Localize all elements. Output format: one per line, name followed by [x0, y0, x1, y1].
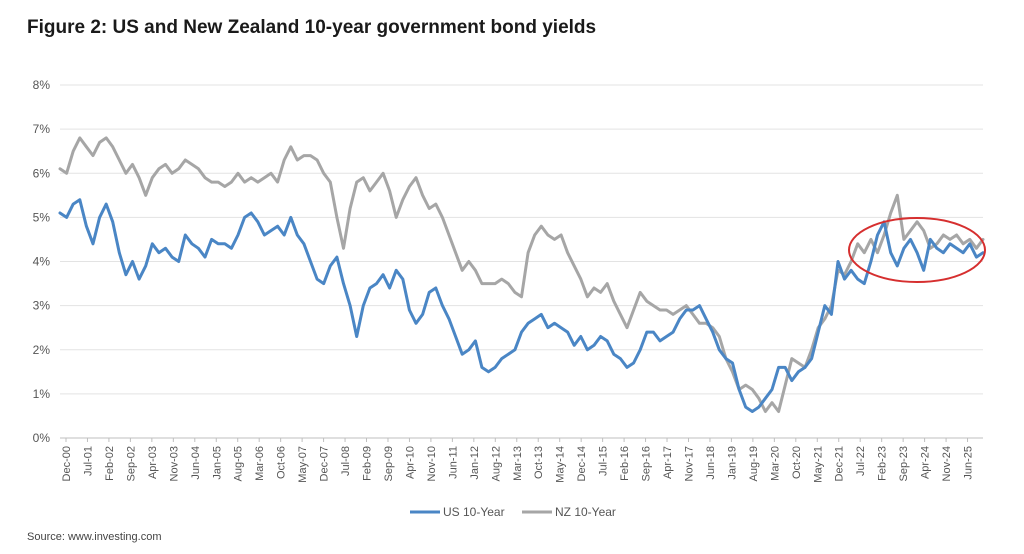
- x-tick-label: Dec-07: [319, 446, 331, 481]
- x-tick-label: Sep-23: [898, 446, 910, 481]
- x-tick-label: Feb-09: [362, 446, 374, 481]
- x-tick-label: Jan-19: [726, 446, 738, 480]
- x-tick-label: Mar-06: [254, 446, 266, 481]
- x-tick-label: Nov-17: [683, 446, 695, 481]
- series-line-us-10-year: [58, 198, 985, 413]
- x-tick-label: Jun-11: [447, 446, 459, 479]
- y-tick-label: 4%: [33, 255, 51, 269]
- x-tick-label: Dec-14: [576, 446, 588, 481]
- x-tick-label: Dec-00: [61, 446, 73, 481]
- x-tick-label: Jul-01: [82, 446, 94, 476]
- series-line-nz-10-year: [58, 136, 985, 413]
- y-axis: 0% 1% 2% 3% 4% 5% 6% 7% 8%: [33, 78, 51, 445]
- x-tick-label: Nov-24: [941, 446, 953, 481]
- x-tick-label: Mar-20: [769, 446, 781, 481]
- x-tick-label: Aug-05: [233, 446, 245, 481]
- x-tick-label: May-14: [555, 446, 567, 483]
- chart-title: Figure 2: US and New Zealand 10-year gov…: [27, 17, 597, 38]
- y-tick-label: 2%: [33, 343, 51, 357]
- x-tick-label: Jul-08: [340, 446, 352, 476]
- x-tick-label: Jul-22: [855, 446, 867, 476]
- x-tick-label: Jun-18: [705, 446, 717, 480]
- x-tick-label: Sep-09: [383, 446, 395, 481]
- x-tick-label: Dec-21: [834, 446, 846, 481]
- legend-label: NZ 10-Year: [555, 505, 616, 519]
- source-note: Source: www.investing.com: [27, 531, 162, 543]
- x-tick-label: Apr-03: [147, 446, 159, 479]
- y-tick-label: 5%: [33, 210, 51, 224]
- legend-label: US 10-Year: [443, 505, 505, 519]
- x-tick-label: Apr-24: [920, 446, 932, 479]
- x-tick-label: Jun-04: [190, 446, 202, 480]
- x-tick-label: Feb-16: [619, 446, 631, 481]
- x-tick-label: Aug-19: [748, 446, 760, 481]
- x-tick-label: Sep-02: [125, 446, 137, 481]
- x-tick-label: Oct-20: [791, 446, 803, 479]
- x-tick-label: Apr-17: [662, 446, 674, 479]
- x-tick-label: Feb-02: [104, 446, 116, 481]
- x-tick-label: Sep-16: [641, 446, 653, 481]
- x-tick-label: Jul-15: [598, 446, 610, 476]
- x-tick-label: Oct-13: [533, 446, 545, 479]
- highlight-ellipse: [848, 217, 986, 283]
- x-tick-label: Jan-12: [469, 446, 481, 480]
- x-tick-label: Feb-23: [877, 446, 889, 481]
- x-tick-label: Jun-25: [963, 446, 975, 480]
- gridlines: [60, 84, 983, 439]
- legend: US 10-Year NZ 10-Year: [410, 505, 616, 519]
- x-tick-label: Oct-06: [276, 446, 288, 479]
- x-tick-label: May-21: [812, 446, 824, 483]
- x-tick-label: Nov-03: [168, 446, 180, 481]
- x-tick-label: Jan-05: [211, 446, 223, 480]
- y-tick-label: 0%: [33, 431, 51, 445]
- x-tick-label: Aug-12: [490, 446, 502, 481]
- series-lines: [58, 136, 985, 413]
- x-tick-label: May-07: [297, 446, 309, 483]
- x-tick-label: Mar-13: [512, 446, 524, 481]
- y-tick-label: 3%: [33, 299, 51, 313]
- y-tick-label: 6%: [33, 166, 51, 180]
- x-tick-label: Nov-10: [426, 446, 438, 481]
- y-tick-label: 1%: [33, 387, 51, 401]
- y-tick-label: 8%: [33, 78, 51, 92]
- x-tick-label: Apr-10: [404, 446, 416, 479]
- x-axis: Dec-00 Jul-01 Feb-02 Sep-02 Apr-03 Nov-03 Jun-…: [61, 438, 975, 483]
- y-tick-label: 7%: [33, 122, 51, 136]
